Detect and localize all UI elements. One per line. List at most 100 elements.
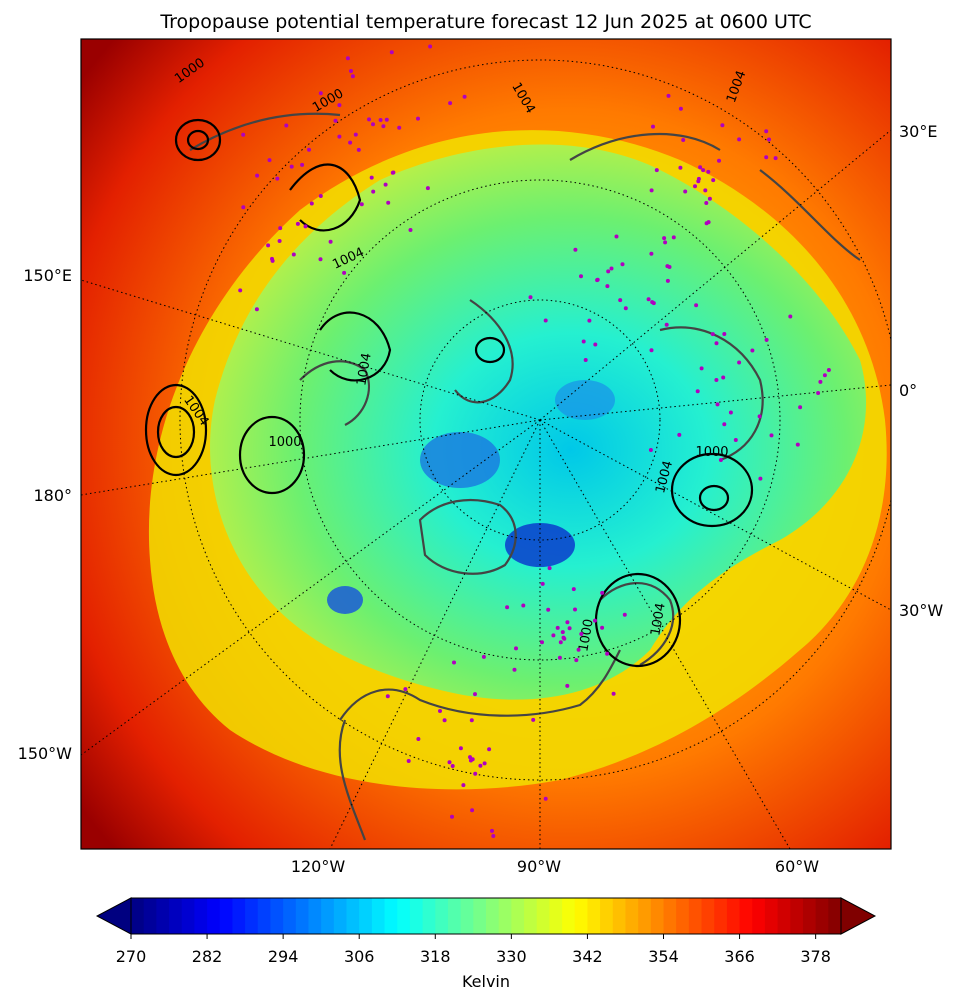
lon-label-150E: 150°E: [23, 266, 72, 285]
station-marker: [342, 270, 347, 275]
station-marker: [470, 808, 475, 813]
station-marker: [764, 337, 769, 342]
station-markers: [238, 44, 831, 838]
station-marker: [654, 168, 659, 173]
station-marker: [481, 654, 486, 659]
colorbar-swatch: [321, 898, 335, 934]
station-marker: [371, 122, 375, 127]
isobar-label: 1000: [268, 435, 301, 450]
colorbar-swatch: [815, 898, 829, 934]
station-marker: [711, 178, 716, 183]
station-marker: [284, 123, 289, 128]
station-marker: [581, 339, 586, 344]
graticule-labels: 150°E 180° 150°W 30°E 0° 30°W 120°W 90°W…: [18, 122, 944, 876]
colorbar-extend-max: [840, 897, 877, 935]
station-marker: [671, 235, 676, 240]
colorbar-tick-label: 354: [648, 947, 679, 966]
station-marker: [275, 176, 280, 181]
station-marker: [698, 165, 703, 170]
station-marker: [356, 147, 361, 152]
station-marker: [442, 718, 447, 723]
station-marker: [620, 262, 625, 267]
station-marker: [309, 201, 314, 206]
colorbar-tick-label: 294: [268, 947, 299, 966]
station-marker: [458, 746, 463, 751]
station-marker: [764, 129, 769, 134]
station-marker: [348, 140, 353, 145]
station-marker: [300, 162, 305, 167]
station-marker: [241, 132, 246, 137]
station-marker: [468, 755, 472, 760]
station-marker: [371, 189, 376, 194]
station-marker: [408, 228, 413, 232]
colorbar-swatch: [574, 898, 589, 934]
station-marker: [822, 373, 827, 378]
station-marker: [678, 106, 683, 111]
station-marker: [447, 760, 452, 765]
station-marker: [646, 297, 651, 302]
colorbar-swatch: [333, 898, 348, 934]
colorbar-swatch: [562, 898, 576, 934]
station-marker: [666, 93, 671, 98]
station-marker: [254, 307, 259, 312]
station-marker: [758, 476, 763, 481]
colorbar-swatch: [638, 898, 652, 934]
station-marker: [277, 239, 282, 243]
station-marker: [416, 737, 421, 741]
station-marker: [701, 168, 706, 173]
colorbar-swatch: [371, 898, 386, 934]
station-marker: [303, 224, 308, 229]
station-marker: [567, 626, 572, 631]
station-marker: [733, 438, 738, 442]
station-marker: [295, 221, 300, 226]
station-marker: [267, 158, 272, 163]
plot-title: Tropopause potential temperature forecas…: [159, 11, 811, 33]
coastlines: [189, 112, 861, 841]
lon-label-0: 0°: [899, 381, 917, 400]
station-marker: [384, 117, 389, 122]
station-marker: [664, 322, 669, 327]
station-marker: [767, 137, 771, 142]
station-marker: [473, 771, 478, 776]
station-marker: [349, 69, 353, 73]
station-marker: [707, 196, 712, 201]
station-marker: [795, 442, 800, 447]
colorbar: 270 282 294 306 318 330 342 354 366 378 Kelvin: [95, 897, 877, 991]
colorbar-swatch: [726, 898, 741, 934]
station-marker: [737, 137, 742, 142]
station-marker: [769, 433, 774, 438]
station-marker: [448, 101, 453, 106]
station-marker: [714, 341, 719, 346]
station-marker: [353, 132, 358, 137]
colorbar-swatch: [245, 898, 259, 934]
colorbar-swatch: [714, 898, 728, 934]
low-theta-core-west: [327, 586, 363, 614]
station-marker: [555, 625, 560, 630]
station-marker: [350, 74, 355, 79]
station-marker: [573, 247, 578, 252]
station-marker: [337, 103, 342, 108]
colorbar-swatch: [828, 898, 842, 934]
colorbar-tick-label: 282: [192, 947, 223, 966]
station-marker: [505, 605, 510, 610]
station-marker: [528, 295, 533, 300]
station-marker: [359, 202, 364, 207]
station-marker: [694, 303, 699, 308]
map-frame: [80, 38, 892, 850]
colorbar-swatch: [460, 898, 474, 934]
colorbar-swatch: [384, 898, 398, 934]
station-marker: [717, 158, 721, 163]
colorbar-swatch: [359, 898, 373, 934]
station-marker: [706, 169, 711, 174]
station-marker: [381, 124, 386, 129]
station-marker: [547, 566, 552, 571]
colorbar-swatch: [143, 898, 157, 934]
station-marker: [386, 200, 391, 205]
colorbar-swatch: [701, 898, 715, 934]
station-marker: [593, 618, 597, 623]
colorbar-swatch: [650, 898, 665, 934]
lon-label-120W: 120°W: [291, 857, 346, 876]
station-marker: [721, 375, 726, 380]
station-marker: [583, 358, 588, 362]
station-marker: [543, 318, 548, 323]
